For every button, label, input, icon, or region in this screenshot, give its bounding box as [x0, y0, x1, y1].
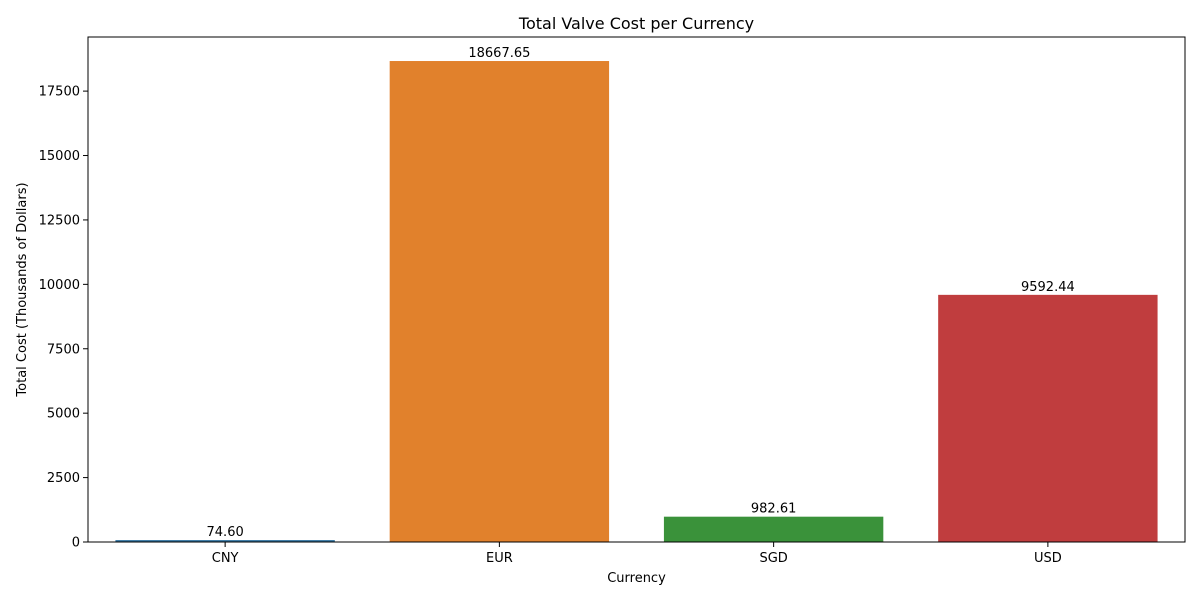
- y-tick-label-0: 0: [72, 536, 80, 551]
- x-tick-label-eur: EUR: [486, 551, 513, 566]
- data-labels-group: 74.60 18667.65 982.61 9592.44: [207, 46, 1075, 540]
- y-tick-label-17500: 17500: [39, 85, 80, 100]
- y-tick-label-10000: 10000: [39, 278, 80, 293]
- chart-title: Total Valve Cost per Currency: [518, 14, 754, 33]
- bar-cny: [115, 540, 335, 542]
- x-axis-label: Currency: [607, 571, 666, 586]
- x-axis-ticks: CNY EUR SGD USD: [212, 542, 1062, 566]
- y-tick-label-2500: 2500: [47, 471, 80, 486]
- data-label-eur: 18667.65: [468, 46, 530, 61]
- y-tick-label-15000: 15000: [39, 149, 80, 164]
- bars-group: [115, 61, 1158, 543]
- y-axis-label: Total Cost (Thousands of Dollars): [15, 182, 30, 397]
- y-tick-label-12500: 12500: [39, 213, 80, 228]
- x-tick-label-usd: USD: [1034, 551, 1062, 566]
- x-tick-label-cny: CNY: [212, 551, 239, 566]
- data-label-sgd: 982.61: [751, 502, 797, 517]
- x-tick-label-sgd: SGD: [759, 551, 787, 566]
- bar-usd: [938, 294, 1158, 542]
- plot-frame: [87, 36, 1186, 543]
- y-tick-label-7500: 7500: [47, 342, 80, 357]
- data-label-usd: 9592.44: [1021, 280, 1075, 295]
- y-tick-label-5000: 5000: [47, 407, 80, 422]
- bar-eur: [389, 61, 610, 543]
- data-label-cny: 74.60: [207, 525, 244, 540]
- bar-sgd: [663, 516, 884, 542]
- y-axis-ticks: 0 2500 5000 7500 10000 12500 15000 17500: [39, 85, 88, 551]
